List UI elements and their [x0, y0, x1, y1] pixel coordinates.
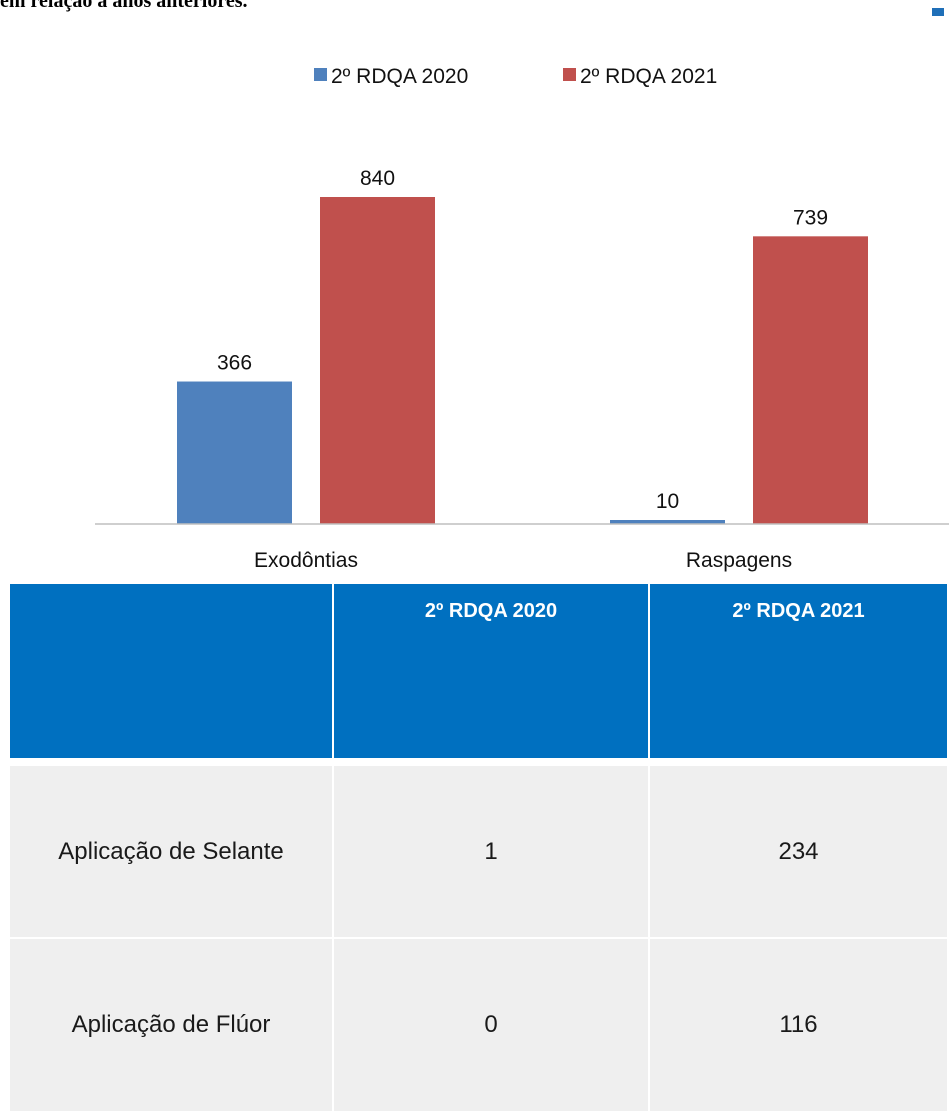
table-header-empty [8, 582, 334, 760]
table-cell-label: Aplicação de Selante [8, 763, 334, 940]
legend-swatch [314, 68, 327, 81]
bar-chart: 2º RDQA 2020 2º RDQA 2021 366 840 Exodôntia… [95, 65, 949, 572]
table-cell-2020: 1 [332, 763, 650, 940]
table-gap [9, 758, 948, 765]
legend-label: 2º RDQA 2020 [331, 65, 468, 88]
bar [753, 236, 868, 524]
chart-bars [177, 197, 868, 524]
bar [320, 197, 435, 524]
data-label: 366 [217, 352, 252, 375]
chart-legend: 2º RDQA 2020 2º RDQA 2021 [314, 65, 717, 88]
table-cell-2021: 234 [648, 763, 949, 940]
data-label: 10 [656, 490, 679, 513]
table-row: Aplicação de Flúor 0 116 [8, 937, 949, 1113]
table-header-row: 2º RDQA 2020 2º RDQA 2021 [8, 582, 949, 760]
data-label: 840 [360, 167, 395, 190]
table-header-2021: 2º RDQA 2021 [648, 582, 949, 760]
bar [177, 381, 292, 524]
x-tick-label: Raspagens [686, 549, 792, 572]
x-tick-label: Exodôntias [254, 549, 358, 572]
table-cell-label: Aplicação de Flúor [8, 937, 334, 1113]
bar [610, 520, 725, 524]
table-header-2020: 2º RDQA 2020 [332, 582, 650, 760]
data-label: 739 [793, 206, 828, 229]
chart-labels: 366 840 Exodôntias 10 739 Raspagens [217, 167, 828, 572]
table-row: Aplicação de Selante 1 234 [8, 763, 949, 940]
partial-caption-text: em relação a anos anteriores. [0, 0, 248, 12]
legend-label: 2º RDQA 2021 [580, 65, 717, 88]
corner-marker [932, 8, 944, 16]
legend-swatch [563, 68, 576, 81]
procedures-table: 2º RDQA 2020 2º RDQA 2021 Aplicação de S… [8, 582, 949, 1113]
table-cell-2020: 0 [332, 937, 650, 1113]
table-cell-2021: 116 [648, 937, 949, 1113]
